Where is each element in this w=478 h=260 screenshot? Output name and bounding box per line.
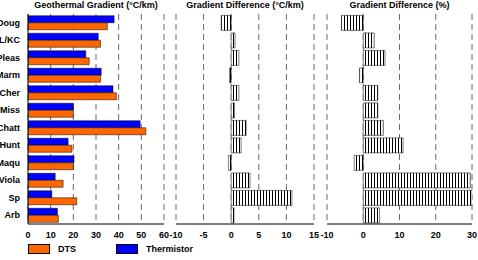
svg-text:20: 20 (68, 230, 78, 240)
svg-text:Miss: Miss (8, 105, 20, 115)
svg-text:Chatt: Chatt (8, 123, 20, 133)
html-text:Thermistor: Thermistor (146, 244, 193, 254)
svg-text:0: 0 (229, 230, 234, 240)
svg-text:-10: -10 (320, 230, 333, 240)
svg-text:-10: -10 (170, 230, 183, 240)
svg-text:50: 50 (136, 230, 146, 240)
html-text:Geothermal Gradient (°C/km): Geothermal Gradient (°C/km) (34, 0, 158, 10)
html-text:DTS: DTS (58, 244, 76, 254)
svg-text:10: 10 (281, 230, 291, 240)
html-text:Gradient Difference (%): Gradient Difference (%) (349, 0, 450, 10)
svg-text:10: 10 (46, 230, 56, 240)
svg-text:Pleas: Pleas (8, 53, 20, 63)
svg-text:15: 15 (309, 230, 319, 240)
svg-text:Maqu: Maqu (8, 158, 20, 168)
svg-text:Viola: Viola (8, 175, 21, 185)
svg-text:5: 5 (256, 230, 261, 240)
svg-text:0: 0 (25, 230, 30, 240)
svg-text:Hunt: Hunt (8, 140, 20, 150)
svg-text:-5: -5 (200, 230, 208, 240)
svg-text:Marm: Marm (8, 70, 20, 80)
svg-text:60: 60 (159, 230, 169, 240)
html-text:Gradient Difference (°C/km): Gradient Difference (°C/km) (186, 0, 304, 10)
svg-text:30: 30 (91, 230, 101, 240)
svg-text:30: 30 (467, 230, 470, 240)
svg-text:20: 20 (431, 230, 441, 240)
svg-text:L/KC: L/KC (8, 35, 20, 45)
svg-text:40: 40 (114, 230, 124, 240)
svg-text:Sp: Sp (8, 193, 20, 203)
svg-text:Cher: Cher (8, 88, 20, 98)
svg-text:10: 10 (394, 230, 404, 240)
svg-text:0: 0 (361, 230, 366, 240)
svg-text:Doug: Doug (8, 18, 20, 28)
svg-text:Arb: Arb (8, 210, 21, 220)
